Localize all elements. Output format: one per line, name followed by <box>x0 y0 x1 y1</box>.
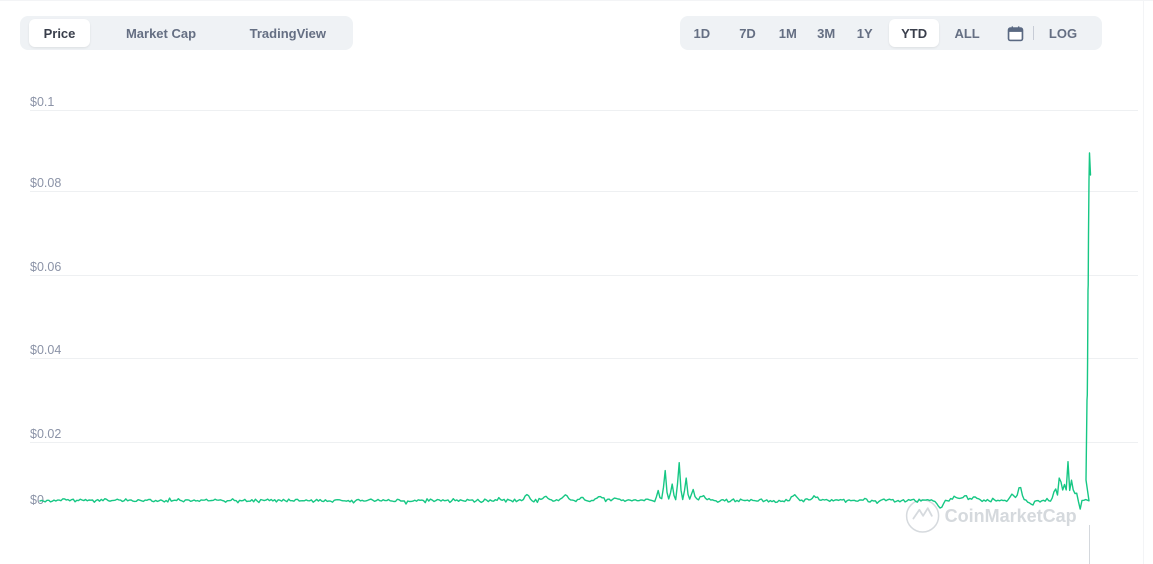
svg-text:CoinMarketCap: CoinMarketCap <box>945 506 1077 526</box>
